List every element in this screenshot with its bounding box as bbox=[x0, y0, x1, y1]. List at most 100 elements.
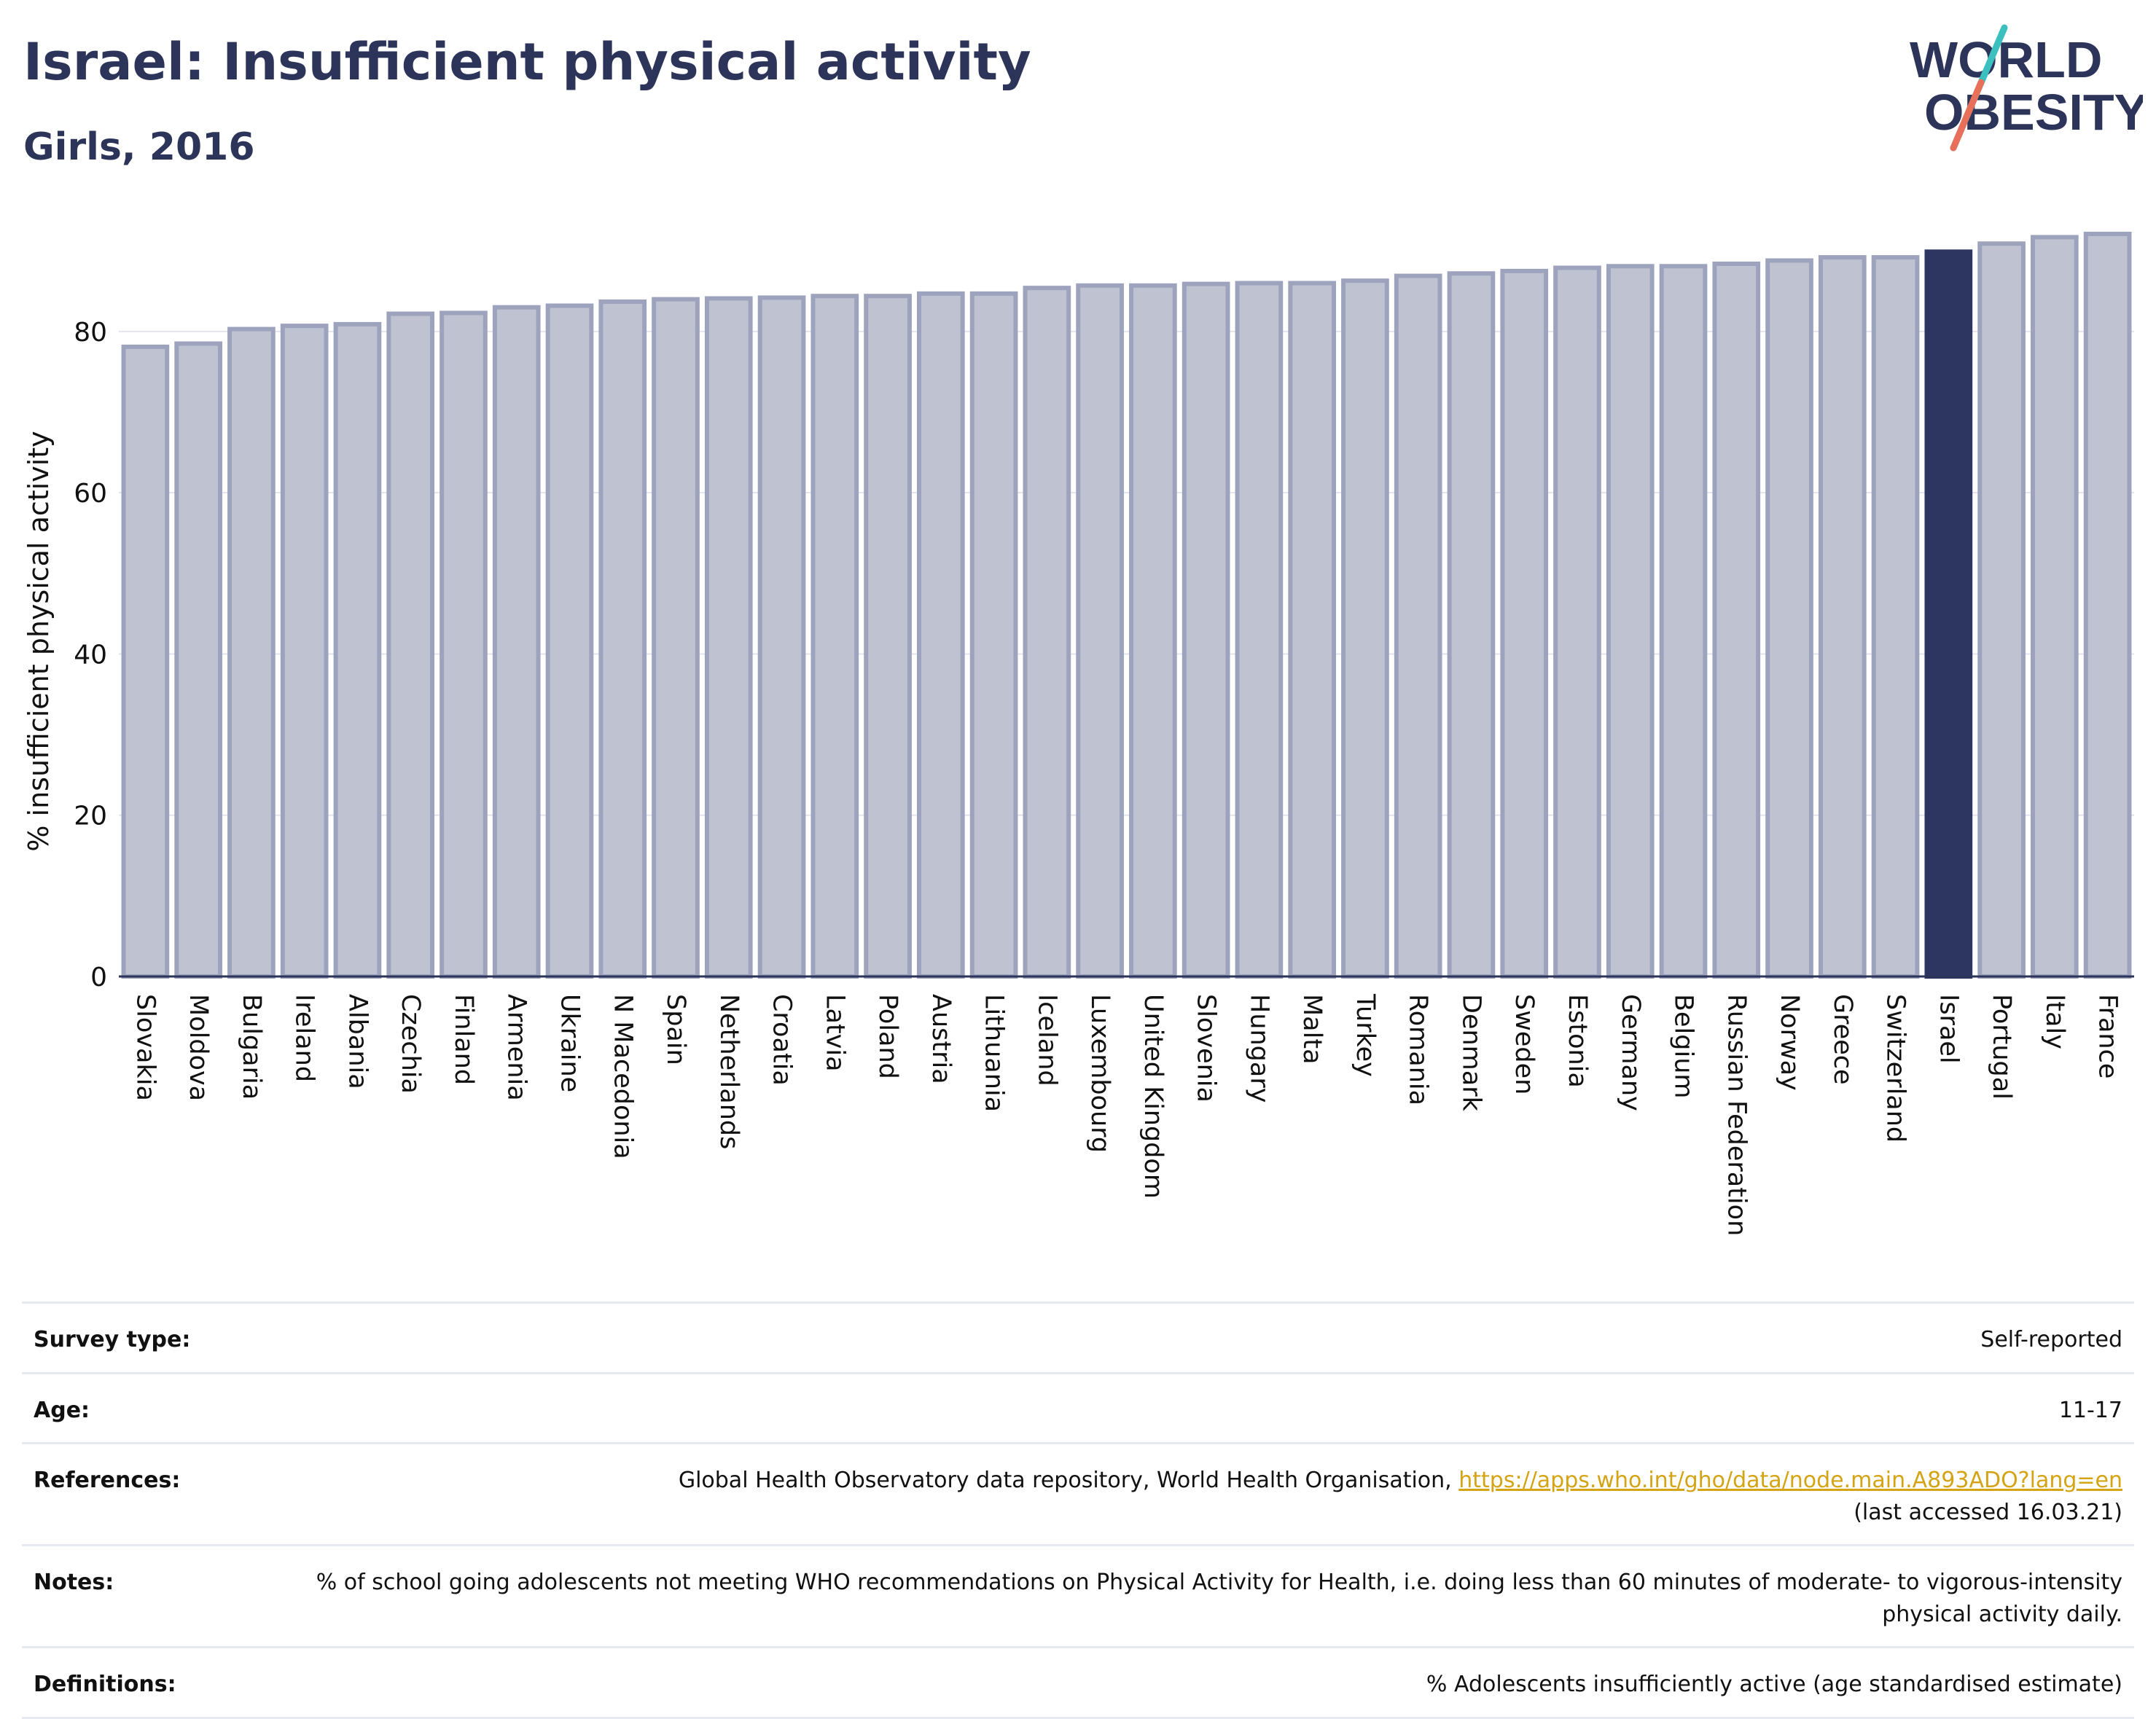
bar-czechia bbox=[386, 311, 435, 979]
x-tick-label: Luxembourg bbox=[1085, 994, 1114, 1153]
references-label: References: bbox=[34, 1468, 181, 1493]
bar-lithuania bbox=[969, 291, 1018, 979]
x-tick-label: Poland bbox=[873, 994, 902, 1079]
x-tick-label: Malta bbox=[1297, 994, 1327, 1065]
bar-iceland bbox=[1023, 286, 1071, 979]
y-tick-label: 40 bbox=[74, 640, 107, 670]
y-axis: 0 20 40 60 80 bbox=[74, 318, 107, 992]
bar-slovenia bbox=[1181, 281, 1230, 979]
x-tick-label: Albania bbox=[343, 994, 372, 1089]
x-tick-label: Slovakia bbox=[130, 994, 160, 1101]
x-tick-label: United Kingdom bbox=[1138, 994, 1168, 1199]
bar-estonia bbox=[1553, 265, 1601, 979]
x-tick-label: France bbox=[2093, 994, 2122, 1078]
x-tick-label: Greece bbox=[1828, 994, 1857, 1085]
bar-italy bbox=[2031, 235, 2079, 979]
x-tick-label: Armenia bbox=[502, 994, 531, 1101]
bar-france bbox=[2083, 232, 2132, 979]
bars bbox=[121, 232, 2132, 979]
x-tick-label: Spain bbox=[661, 994, 690, 1065]
meta-row-references: References: Global Health Observatory da… bbox=[22, 1442, 2134, 1544]
references-accessed: (last accessed 16.03.21) bbox=[1854, 1499, 2122, 1525]
x-tick-label: Israel bbox=[1934, 994, 1963, 1064]
x-tick-label: Ireland bbox=[290, 994, 319, 1082]
x-tick-label: Romania bbox=[1404, 994, 1433, 1105]
bar-israel bbox=[1924, 249, 1973, 979]
x-tick-label: Slovenia bbox=[1192, 994, 1221, 1103]
x-tick-label: N Macedonia bbox=[608, 994, 637, 1159]
y-axis-title: % insufficient physical activity bbox=[23, 431, 55, 851]
meta-row-survey-type: Survey type: Self-reported bbox=[22, 1301, 2134, 1372]
x-tick-label: Ukraine bbox=[555, 994, 584, 1092]
definitions-value: % Adolescents insufficiently active (age… bbox=[1426, 1672, 2122, 1697]
survey-type-value: Self-reported bbox=[1980, 1327, 2122, 1352]
bar-romania bbox=[1394, 273, 1442, 979]
y-tick-label: 20 bbox=[74, 802, 107, 831]
bar-russian-federation bbox=[1712, 261, 1761, 979]
x-tick-label: Netherlands bbox=[714, 994, 743, 1149]
x-tick-label: Portugal bbox=[1987, 994, 2016, 1100]
bar-latvia bbox=[811, 294, 859, 979]
bar-chart: 0 20 40 60 80 Slovakia Moldova Bulgaria Ireland… bbox=[23, 232, 2134, 1236]
definitions-label: Definitions: bbox=[34, 1672, 176, 1697]
references-link[interactable]: https://apps.who.int/gho/data/node.main.… bbox=[1458, 1468, 2122, 1493]
x-tick-label: Croatia bbox=[768, 994, 797, 1086]
x-tick-label: Iceland bbox=[1032, 994, 1061, 1086]
bar-switzerland bbox=[1871, 255, 1920, 979]
x-tick-label: Turkey bbox=[1351, 993, 1380, 1077]
x-tick-label: Sweden bbox=[1509, 994, 1539, 1095]
meta-row-age: Age: 11-17 bbox=[22, 1371, 2134, 1443]
bar-sweden bbox=[1500, 268, 1549, 979]
bar-united-kingdom bbox=[1129, 283, 1177, 979]
bar-slovakia bbox=[121, 344, 170, 979]
world-obesity-logo: WORLD OBESITY bbox=[1910, 24, 2143, 152]
bar-armenia bbox=[492, 305, 541, 979]
bar-netherlands bbox=[704, 296, 753, 979]
metadata-table: Survey type: Self-reported Age: 11-17 Re… bbox=[22, 1301, 2134, 1719]
x-tick-label: Bulgaria bbox=[237, 994, 266, 1100]
bar-turkey bbox=[1341, 278, 1389, 979]
x-tick-label: Russian Federation bbox=[1722, 994, 1751, 1236]
survey-type-label: Survey type: bbox=[34, 1327, 191, 1352]
x-tick-label: Austria bbox=[926, 994, 956, 1084]
bar-ireland bbox=[280, 324, 329, 979]
bar-greece bbox=[1818, 255, 1867, 979]
bar-croatia bbox=[757, 295, 806, 979]
bar-norway bbox=[1765, 258, 1813, 979]
age-label: Age: bbox=[34, 1397, 90, 1423]
references-text: Global Health Observatory data repositor… bbox=[678, 1468, 1452, 1493]
x-axis-labels: Slovakia Moldova Bulgaria Ireland Albania Cze… bbox=[130, 993, 2122, 1236]
x-tick-label: Moldova bbox=[184, 994, 213, 1101]
y-tick-label: 0 bbox=[90, 963, 107, 992]
bar-finland bbox=[440, 310, 488, 979]
bar-ukraine bbox=[545, 303, 594, 979]
references-value: Global Health Observatory data repositor… bbox=[267, 1465, 2122, 1528]
page-subtitle: Girls, 2016 bbox=[23, 125, 255, 169]
bar-belgium bbox=[1659, 264, 1708, 979]
page-title: Israel: Insufficient physical activity bbox=[23, 32, 1031, 92]
y-tick-label: 80 bbox=[74, 318, 107, 348]
x-tick-label: Czechia bbox=[396, 994, 425, 1094]
bar-bulgaria bbox=[227, 326, 276, 979]
bar-portugal bbox=[1977, 241, 2026, 979]
notes-value: % of school going adolescents not meetin… bbox=[316, 1570, 2122, 1627]
svg-text:WORLD: WORLD bbox=[1910, 31, 2102, 88]
x-tick-label: Hungary bbox=[1244, 994, 1273, 1103]
x-tick-label: Italy bbox=[2040, 994, 2069, 1049]
meta-row-notes: Notes: % of school going adolescents not… bbox=[22, 1544, 2134, 1646]
bar-moldova bbox=[174, 341, 222, 979]
bar-austria bbox=[916, 291, 965, 979]
x-tick-label: Lithuania bbox=[980, 994, 1009, 1112]
x-tick-label: Norway bbox=[1775, 994, 1804, 1091]
meta-row-definitions: Definitions: % Adolescents insufficientl… bbox=[22, 1646, 2134, 1719]
bar-germany bbox=[1606, 264, 1655, 979]
x-tick-label: Germany bbox=[1616, 994, 1645, 1111]
bar-spain bbox=[652, 297, 700, 979]
age-value: 11-17 bbox=[2058, 1397, 2122, 1423]
x-tick-label: Estonia bbox=[1563, 994, 1592, 1088]
bar-poland bbox=[864, 294, 912, 979]
x-tick-label: Latvia bbox=[820, 994, 849, 1072]
bar-albania bbox=[333, 321, 382, 979]
bar-hungary bbox=[1235, 281, 1284, 979]
bar-malta bbox=[1288, 281, 1337, 979]
